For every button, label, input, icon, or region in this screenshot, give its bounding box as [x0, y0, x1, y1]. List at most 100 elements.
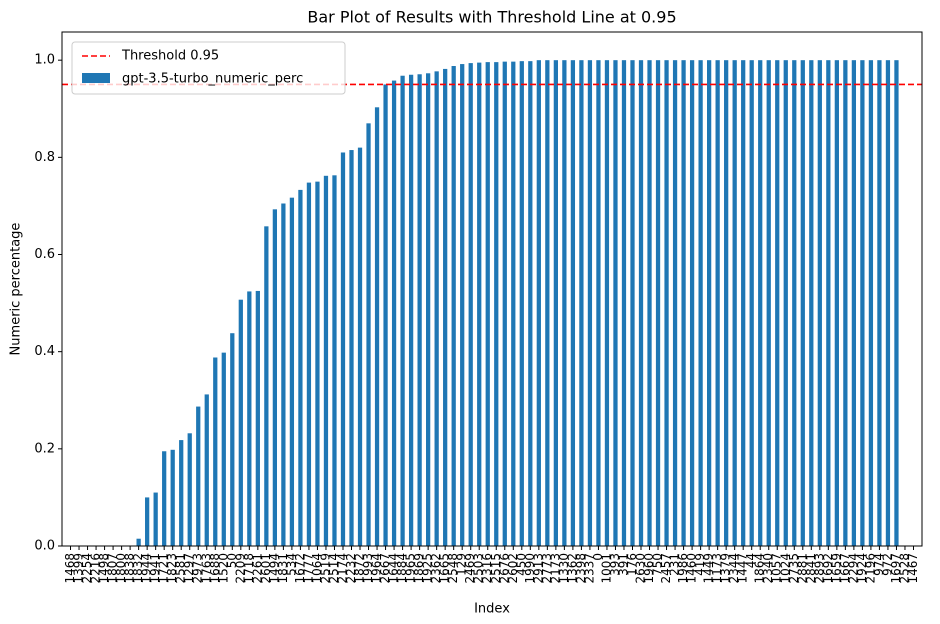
bar	[638, 60, 644, 546]
bar	[826, 60, 831, 546]
bar	[298, 189, 303, 546]
bar	[468, 63, 473, 547]
bar	[153, 492, 158, 546]
bar	[877, 60, 882, 546]
bar	[417, 74, 422, 546]
x-tick-label: 450	[514, 553, 528, 576]
y-tick-label: 0.2	[34, 441, 55, 456]
x-tick-label: 1823	[165, 553, 179, 584]
x-tick-label: 2881	[795, 553, 809, 584]
x-tick-label: 1362	[565, 553, 579, 584]
x-tick-label: 2174	[335, 553, 349, 584]
x-tick-label: 2773	[540, 553, 554, 584]
x-tick-label: 1659	[829, 553, 843, 584]
x-tick-label: 1807	[106, 553, 120, 584]
x-tick-label: 2676	[497, 553, 511, 584]
bar	[809, 60, 814, 546]
y-tick-label: 0.4	[34, 344, 55, 359]
x-tick-label: 1777	[301, 553, 315, 584]
x-tick-label: 1379	[719, 553, 733, 584]
x-tick-label: 0	[591, 553, 605, 561]
x-tick-label: 2362	[429, 553, 443, 584]
x-tick-label: 1001	[599, 553, 613, 584]
x-tick-label: 2841	[804, 553, 818, 584]
y-tick-label: 1.0	[34, 53, 55, 68]
bar	[451, 66, 456, 546]
x-tick-label: 1644	[387, 553, 401, 584]
bar	[732, 60, 737, 546]
x-tick-label: 1763	[199, 553, 213, 584]
x-tick-label: 2232	[344, 553, 358, 584]
bar	[817, 60, 822, 546]
x-tick-label: 1838	[123, 553, 137, 584]
x-tick-label: 1064	[310, 553, 324, 584]
x-tick-label: 1330	[557, 553, 571, 584]
x-tick-label: 2503	[472, 553, 486, 584]
bar	[264, 226, 269, 546]
x-tick-label: 2457	[659, 553, 673, 584]
x-tick-label: 2209	[233, 553, 247, 584]
x-tick-label: 2515	[489, 553, 503, 584]
bar	[485, 62, 490, 547]
x-tick-label: 2398	[574, 553, 588, 584]
bar	[170, 449, 175, 546]
bar	[587, 60, 593, 546]
legend-label: Threshold 0.95	[121, 49, 219, 64]
bar	[289, 197, 295, 546]
x-tick-label: 2216	[89, 553, 103, 584]
bar	[136, 538, 141, 546]
x-tick-label: 2344	[727, 553, 741, 584]
bar	[843, 60, 848, 546]
y-tick-label: 0.6	[34, 247, 55, 262]
bar	[894, 60, 899, 546]
x-tick-label: 1718	[242, 553, 256, 584]
bar	[630, 60, 635, 546]
bar	[323, 175, 329, 546]
bar	[536, 60, 541, 546]
bar	[766, 60, 771, 546]
x-tick-label: 1925	[421, 553, 435, 584]
bar	[255, 290, 260, 546]
bar	[579, 60, 584, 546]
x-tick-label: 1024	[778, 553, 792, 584]
x-tick-label: 1494	[267, 553, 281, 584]
x-tick-label: 1697	[889, 553, 903, 584]
x-tick-label: 2893	[812, 553, 826, 584]
x-tick-label: 1672	[293, 553, 307, 584]
bar	[672, 60, 678, 546]
bar	[885, 60, 891, 546]
x-tick-label: 1692	[821, 553, 835, 584]
x-tick-label: 2316	[480, 553, 494, 584]
x-tick-label: 1864	[753, 553, 767, 584]
x-tick-label: 419	[693, 553, 707, 576]
x-tick-label: 1831	[276, 553, 290, 584]
bar	[655, 60, 661, 546]
bar	[213, 357, 218, 546]
bar	[477, 62, 482, 546]
y-tick-label: 0.0	[34, 539, 55, 554]
bar	[408, 74, 414, 546]
x-tick-label: 750	[651, 553, 665, 576]
bar	[596, 60, 601, 546]
bar	[383, 84, 388, 546]
x-tick-label: 1944	[140, 553, 154, 584]
bar	[528, 61, 533, 546]
x-tick-label: 1460	[685, 553, 699, 584]
x-tick-label: 2469	[463, 553, 477, 584]
bar	[775, 60, 780, 546]
x-tick-label: 2261	[250, 553, 264, 584]
x-tick-label: 1520	[216, 553, 230, 584]
x-tick-label: 1688	[208, 553, 222, 584]
bar	[613, 60, 618, 546]
chart-title: Bar Plot of Results with Threshold Line …	[307, 8, 676, 27]
x-tick-label: 1884	[395, 553, 409, 584]
x-tick-label: 2973	[191, 553, 205, 584]
bar	[621, 60, 627, 546]
x-tick-label: 391	[616, 553, 630, 576]
x-tick-label: 1449	[702, 553, 716, 584]
x-tick-label: 129	[455, 553, 469, 576]
bar	[332, 175, 337, 547]
bar	[443, 68, 448, 547]
x-tick-label: 2735	[787, 553, 801, 584]
